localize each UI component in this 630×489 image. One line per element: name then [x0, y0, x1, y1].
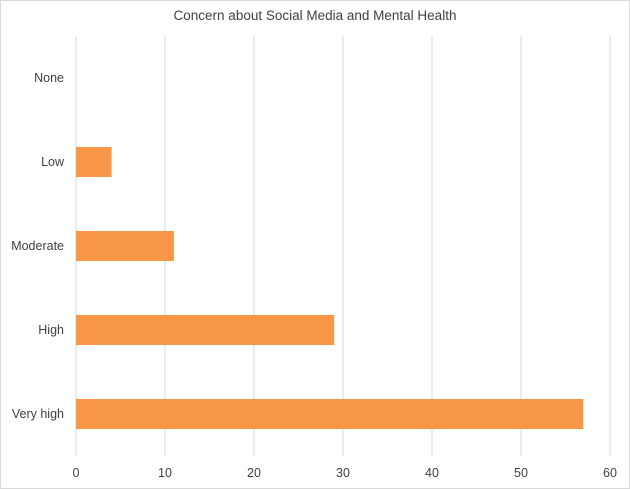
bars	[76, 147, 584, 429]
x-tick-label: 10	[158, 466, 172, 480]
category-label: Moderate	[11, 239, 64, 253]
bar-high	[76, 315, 335, 345]
x-tick-label: 50	[514, 466, 528, 480]
x-tick-label: 20	[247, 466, 261, 480]
bar-low	[76, 147, 112, 177]
bar-very-high	[76, 399, 584, 429]
category-labels: None Low Moderate High Very high	[11, 71, 65, 421]
x-tick-label: 60	[603, 466, 617, 480]
gridlines	[75, 36, 611, 456]
chart-title: Concern about Social Media and Mental He…	[173, 8, 457, 23]
category-label: Low	[41, 155, 65, 169]
x-tick-label: 30	[336, 466, 350, 480]
category-label: None	[34, 71, 64, 85]
x-tick-labels: 0 10 20 30 40 50 60	[73, 466, 617, 480]
x-tick-label: 40	[425, 466, 439, 480]
category-label: Very high	[12, 407, 64, 421]
x-tick-label: 0	[73, 466, 80, 480]
bar-moderate	[76, 231, 174, 261]
category-label: High	[38, 323, 64, 337]
